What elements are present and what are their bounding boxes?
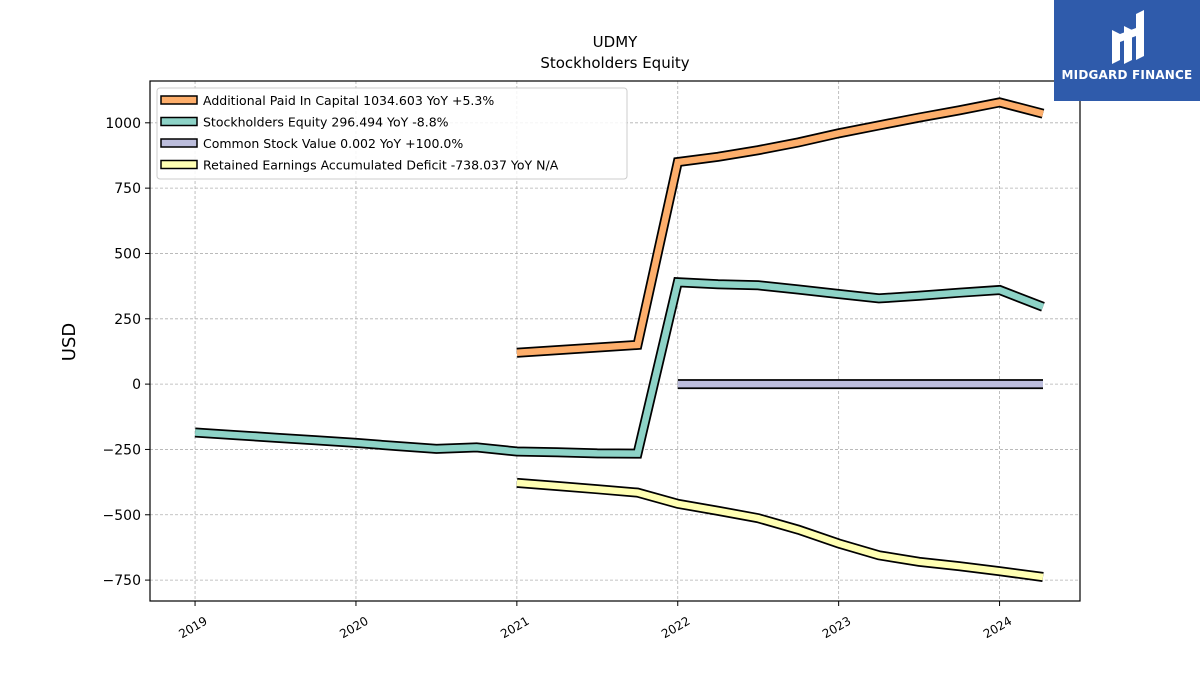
y-tick-label: −750 — [103, 573, 141, 589]
series-additional-paid-in-capital — [516, 97, 1045, 358]
legend-label: Stockholders Equity 296.494 YoY -8.8% — [203, 115, 449, 130]
legend-box — [156, 87, 628, 180]
legend-label: Retained Earnings Accumulated Deficit -7… — [203, 158, 559, 173]
y-axis: −750 −500 −250 0 250 500 750 1000 — [103, 116, 150, 589]
series-line-outline — [516, 477, 1044, 582]
x-tick-label: 2022 — [659, 614, 692, 641]
logo-text: MIDGARD FINANCE — [1061, 68, 1193, 82]
series-line-outline — [194, 276, 1045, 459]
series-line — [194, 278, 1045, 457]
y-tick-label: 500 — [114, 246, 141, 262]
x-tick-label: 2024 — [981, 614, 1014, 641]
brand-logo: MIDGARD FINANCE — [1054, 0, 1200, 101]
legend: Additional Paid In Capital 1034.603 YoY … — [156, 87, 628, 180]
y-tick-label: 250 — [114, 312, 141, 328]
y-axis-label: USD — [59, 323, 80, 361]
legend-swatch — [160, 159, 198, 170]
series-retained-earnings-accumulated-deficit — [516, 477, 1044, 582]
x-tick-label: 2019 — [176, 614, 209, 641]
series-layer — [194, 97, 1045, 582]
y-tick-label: −500 — [103, 508, 141, 524]
plot-frame — [149, 80, 1081, 602]
y-tick-label: −250 — [103, 442, 141, 458]
series-line — [516, 99, 1044, 357]
legend-label: Common Stock Value 0.002 YoY +100.0% — [203, 136, 463, 151]
x-tick-label: 2020 — [337, 614, 370, 641]
y-tick-label: 1000 — [105, 116, 141, 132]
x-axis: 2019 2020 2021 2022 2023 2024 — [176, 601, 1014, 641]
legend-swatch — [160, 95, 198, 105]
series-stockholders-equity — [194, 276, 1045, 459]
x-tick-label: 2023 — [820, 614, 853, 641]
legend-swatch — [160, 116, 198, 127]
chart-subtitle: Stockholders Equity — [540, 54, 689, 72]
series-line — [516, 479, 1044, 581]
y-tick-label: 0 — [132, 377, 141, 393]
legend-label: Additional Paid In Capital 1034.603 YoY … — [203, 93, 494, 108]
x-tick-label: 2021 — [498, 614, 531, 641]
y-tick-label: 750 — [114, 181, 141, 197]
chart-title: UDMY — [593, 33, 638, 51]
legend-swatch — [160, 138, 198, 148]
midgard-logo-icon — [1112, 10, 1144, 64]
